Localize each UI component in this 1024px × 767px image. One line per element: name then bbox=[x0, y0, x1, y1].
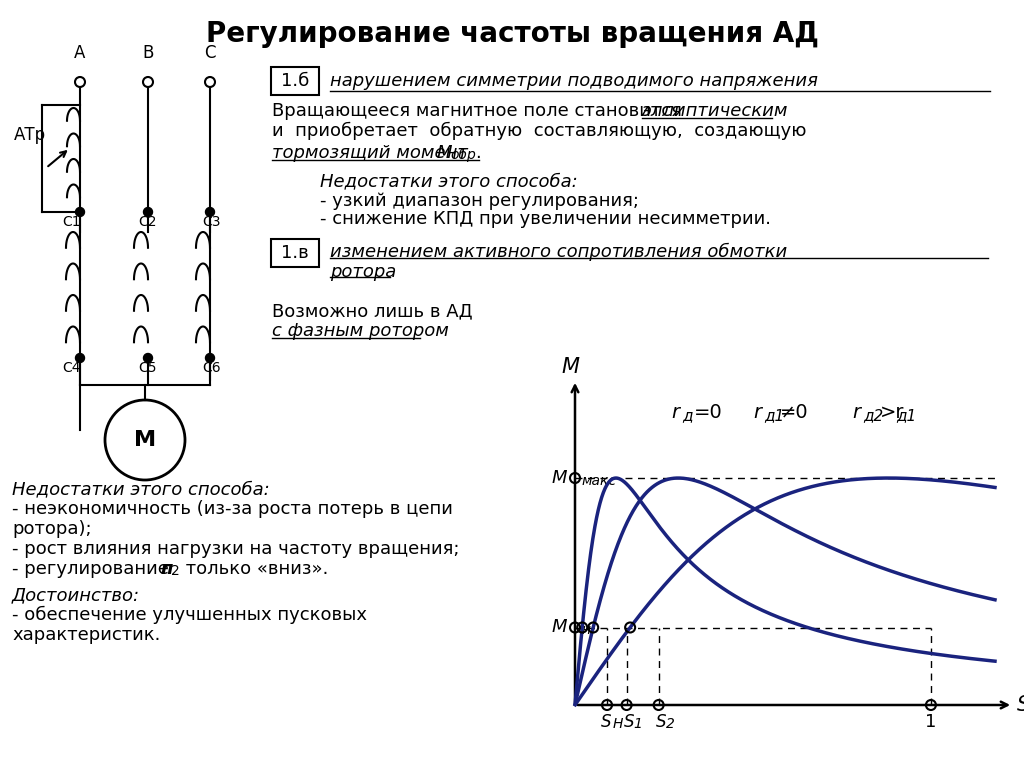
Text: М: М bbox=[437, 144, 453, 162]
Text: S: S bbox=[1017, 695, 1024, 715]
Text: C: C bbox=[204, 44, 216, 62]
FancyBboxPatch shape bbox=[271, 239, 319, 267]
Text: 1.в: 1.в bbox=[282, 244, 309, 262]
Circle shape bbox=[76, 208, 85, 216]
Text: М: М bbox=[552, 469, 567, 487]
Text: - обеспечение улучшенных пусковых: - обеспечение улучшенных пусковых bbox=[12, 606, 367, 624]
Text: - рост влияния нагрузки на частоту вращения;: - рост влияния нагрузки на частоту враще… bbox=[12, 540, 460, 558]
Text: обр: обр bbox=[450, 148, 476, 162]
Text: S: S bbox=[655, 713, 667, 731]
Text: - узкий диапазон регулирования;: - узкий диапазон регулирования; bbox=[319, 192, 639, 210]
Text: 1.б: 1.б bbox=[281, 72, 309, 90]
Circle shape bbox=[143, 208, 153, 216]
Text: тормозящий момент: тормозящий момент bbox=[272, 144, 474, 162]
Text: A: A bbox=[75, 44, 86, 62]
Text: 1: 1 bbox=[926, 713, 937, 731]
Text: нарушением симметрии подводимого напряжения: нарушением симметрии подводимого напряже… bbox=[330, 72, 818, 90]
Text: М: М bbox=[561, 357, 579, 377]
Text: Н: Н bbox=[613, 717, 624, 731]
Text: АТр: АТр bbox=[14, 126, 46, 144]
Text: д: д bbox=[682, 408, 692, 423]
Text: с фазным ротором: с фазным ротором bbox=[272, 322, 449, 340]
Text: М: М bbox=[552, 618, 567, 637]
Text: - регулирование: - регулирование bbox=[12, 560, 175, 578]
Text: и  приобретает  обратную  составляющую,  создающую: и приобретает обратную составляющую, соз… bbox=[272, 122, 807, 140]
Text: д1: д1 bbox=[897, 408, 916, 423]
Text: r: r bbox=[753, 403, 761, 422]
Text: ротора: ротора bbox=[330, 263, 396, 281]
Text: r: r bbox=[853, 403, 860, 422]
Text: C3: C3 bbox=[202, 215, 220, 229]
Text: только «вниз».: только «вниз». bbox=[180, 560, 329, 578]
Text: п: п bbox=[160, 560, 172, 578]
Text: 1: 1 bbox=[634, 717, 642, 731]
Text: н: н bbox=[581, 624, 590, 637]
Circle shape bbox=[143, 354, 153, 363]
Text: 2: 2 bbox=[171, 564, 180, 578]
Text: Недостатки этого способа:: Недостатки этого способа: bbox=[319, 172, 578, 190]
Circle shape bbox=[206, 208, 214, 216]
Text: характеристик.: характеристик. bbox=[12, 626, 161, 644]
Text: М: М bbox=[134, 430, 156, 450]
Text: ≠0: ≠0 bbox=[780, 403, 809, 422]
Text: B: B bbox=[142, 44, 154, 62]
Text: Вращающееся магнитное поле становится: Вращающееся магнитное поле становится bbox=[272, 102, 688, 120]
Text: 2: 2 bbox=[666, 717, 675, 731]
Text: изменением активного сопротивления обмотки: изменением активного сопротивления обмот… bbox=[330, 243, 787, 262]
Text: макс: макс bbox=[581, 474, 616, 488]
Text: S: S bbox=[624, 713, 634, 731]
Text: Недостатки этого способа:: Недостатки этого способа: bbox=[12, 480, 269, 498]
Text: ротора);: ротора); bbox=[12, 520, 91, 538]
Text: C5: C5 bbox=[138, 361, 157, 375]
Text: r: r bbox=[671, 403, 679, 422]
Text: C4: C4 bbox=[62, 361, 81, 375]
Text: .: . bbox=[475, 144, 480, 162]
Text: >r: >r bbox=[880, 403, 904, 422]
Text: C2: C2 bbox=[138, 215, 157, 229]
FancyBboxPatch shape bbox=[271, 67, 319, 95]
Text: эллиптическим: эллиптическим bbox=[642, 102, 788, 120]
Text: C1: C1 bbox=[62, 215, 81, 229]
Text: Регулирование частоты вращения АД: Регулирование частоты вращения АД bbox=[206, 20, 818, 48]
Text: - неэкономичность (из-за роста потерь в цепи: - неэкономичность (из-за роста потерь в … bbox=[12, 500, 453, 518]
Text: д2: д2 bbox=[863, 408, 884, 423]
Text: Достоинство:: Достоинство: bbox=[12, 586, 140, 604]
Circle shape bbox=[206, 354, 214, 363]
Circle shape bbox=[76, 354, 85, 363]
Text: =0: =0 bbox=[694, 403, 723, 422]
Text: S: S bbox=[601, 713, 611, 731]
Text: C6: C6 bbox=[202, 361, 220, 375]
Text: - снижение КПД при увеличении несимметрии.: - снижение КПД при увеличении несимметри… bbox=[319, 210, 771, 228]
Text: д1: д1 bbox=[764, 408, 784, 423]
Text: Возможно лишь в АД: Возможно лишь в АД bbox=[272, 302, 473, 320]
